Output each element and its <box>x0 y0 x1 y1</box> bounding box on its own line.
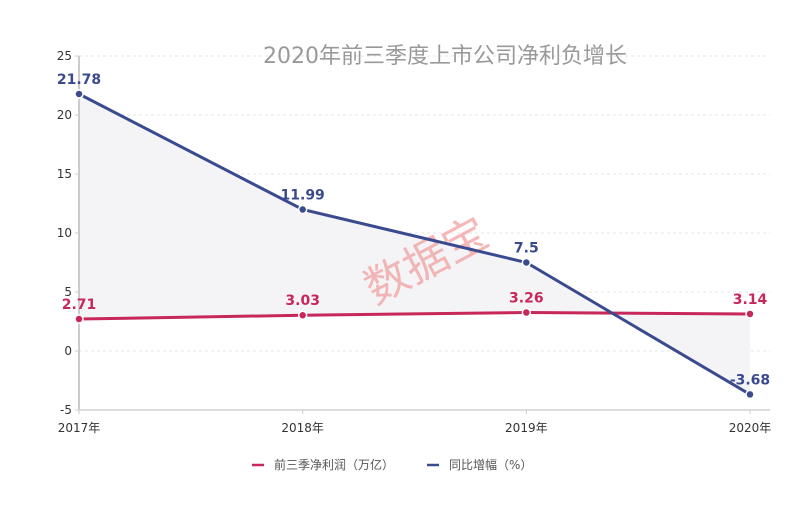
y-tick-label: 15 <box>57 167 72 181</box>
data-point <box>74 89 84 99</box>
data-point <box>745 389 755 400</box>
y-tick-label: 0 <box>64 344 72 358</box>
data-point <box>74 314 84 324</box>
data-label: 11.99 <box>281 188 325 204</box>
data-point <box>745 309 755 319</box>
y-tick-label: 10 <box>57 226 72 240</box>
data-label: 3.14 <box>733 292 768 308</box>
data-label: 21.78 <box>57 72 101 88</box>
data-point <box>297 310 308 320</box>
data-point <box>297 204 308 215</box>
y-tick-label: 5 <box>64 285 72 299</box>
data-point <box>521 307 532 318</box>
y-tick-label: -5 <box>60 403 72 417</box>
y-tick-label: 25 <box>57 49 72 63</box>
data-label: -3.68 <box>730 372 770 388</box>
x-tick-label: 2018年 <box>281 421 324 435</box>
data-point <box>521 257 532 268</box>
legend-label: 同比增幅（%） <box>449 457 532 472</box>
x-tick-label: 2017年 <box>58 421 101 435</box>
legend-label: 前三季净利润（万亿） <box>274 457 394 472</box>
x-tick-label: 2019年 <box>505 421 548 435</box>
data-label: 3.03 <box>285 293 320 309</box>
data-label: 3.26 <box>509 291 544 307</box>
data-label: 7.5 <box>514 241 539 257</box>
chart-title: 2020年前三季度上市公司净利负增长 <box>263 44 627 69</box>
y-tick-label: 20 <box>57 108 72 122</box>
data-label: 2.71 <box>62 297 97 313</box>
x-tick-label: 2020年 <box>729 421 772 435</box>
series-line-1 <box>78 92 751 396</box>
area-fill <box>79 93 750 395</box>
series-line-0 <box>78 311 751 321</box>
